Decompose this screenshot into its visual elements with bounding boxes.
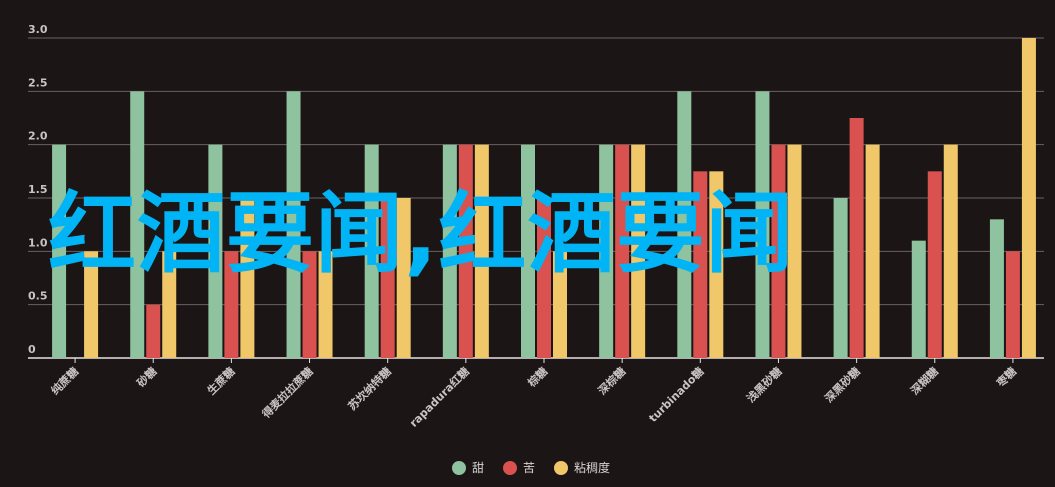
bar — [442, 144, 457, 358]
y-tick-label: 0.5 — [28, 290, 48, 303]
y-tick-label: 2.5 — [28, 76, 48, 89]
x-tick-label: 浅黑砂糖 — [744, 364, 785, 405]
bar — [787, 144, 802, 358]
x-tick-label: 深棕糖 — [595, 364, 628, 397]
bars — [52, 38, 1036, 358]
bar — [771, 144, 786, 358]
bar — [537, 198, 551, 358]
legend: 甜 苦 粘稠度 — [452, 460, 610, 475]
legend-label: 粘稠度 — [574, 460, 610, 475]
bar — [849, 118, 864, 358]
bar — [693, 171, 708, 358]
bar — [318, 251, 333, 358]
bar — [130, 91, 145, 358]
bar — [302, 251, 317, 358]
y-tick-label: 0 — [28, 343, 36, 356]
legend-swatch — [503, 461, 517, 475]
bar — [521, 144, 535, 358]
bar — [989, 219, 1004, 358]
x-tick-label: 苏坎纳特糖 — [345, 364, 394, 413]
legend-swatch — [554, 461, 568, 475]
bar — [755, 91, 770, 358]
bar — [396, 198, 411, 358]
bar — [286, 91, 301, 358]
y-tick-label: 1.0 — [28, 236, 48, 249]
y-tick-label: 3.0 — [28, 23, 48, 36]
grid-lines — [28, 37, 1044, 359]
bar — [52, 144, 67, 358]
bar — [474, 144, 489, 358]
x-tick-label: turbinado糖 — [646, 364, 707, 425]
y-axis-ticks: 0 0.5 1.0 1.5 2.0 2.5 3.0 — [28, 23, 48, 356]
bar — [208, 144, 223, 358]
legend-label: 甜 — [472, 461, 484, 475]
bar — [615, 144, 630, 358]
bar — [162, 251, 177, 358]
x-tick-label: 深黑砂糖 — [822, 364, 863, 405]
x-tick-label: 枣糖 — [993, 364, 1019, 390]
y-tick-label: 1.5 — [28, 183, 48, 196]
bar — [599, 144, 614, 358]
bar — [458, 144, 473, 358]
bar — [677, 91, 692, 358]
bar — [240, 198, 255, 358]
bar — [553, 251, 567, 358]
bar — [84, 251, 99, 358]
bar — [911, 240, 926, 358]
bar — [865, 144, 880, 358]
bar — [927, 171, 942, 358]
x-tick-label: 砂糖 — [134, 364, 159, 389]
legend-label: 苦 — [523, 461, 535, 475]
bar — [833, 198, 848, 358]
bar — [631, 144, 646, 358]
bar — [1005, 251, 1020, 358]
bar — [146, 304, 161, 358]
x-tick-label: 纯蔗糖 — [48, 364, 81, 397]
bar — [709, 171, 724, 358]
x-tick-label: rapadura红糖 — [406, 364, 472, 430]
x-tick-label: 生蔗糖 — [204, 364, 237, 397]
bar — [943, 144, 958, 358]
y-tick-label: 2.0 — [28, 130, 48, 143]
x-tick-label: 深糊糖 — [908, 364, 941, 397]
bar — [1021, 38, 1036, 358]
x-tick-label: 棕糖 — [524, 364, 550, 390]
bar — [224, 251, 239, 358]
x-tick-label: 得麦拉拉蔗糖 — [258, 364, 315, 421]
bar — [380, 198, 395, 358]
x-axis-ticks: 纯蔗糖 砂糖 生蔗糖 得麦拉拉蔗糖 苏坎纳特糖 rapadura红糖 棕糖 深棕糖 turbin… — [48, 358, 1019, 430]
bar — [364, 144, 379, 358]
legend-swatch — [452, 461, 466, 475]
